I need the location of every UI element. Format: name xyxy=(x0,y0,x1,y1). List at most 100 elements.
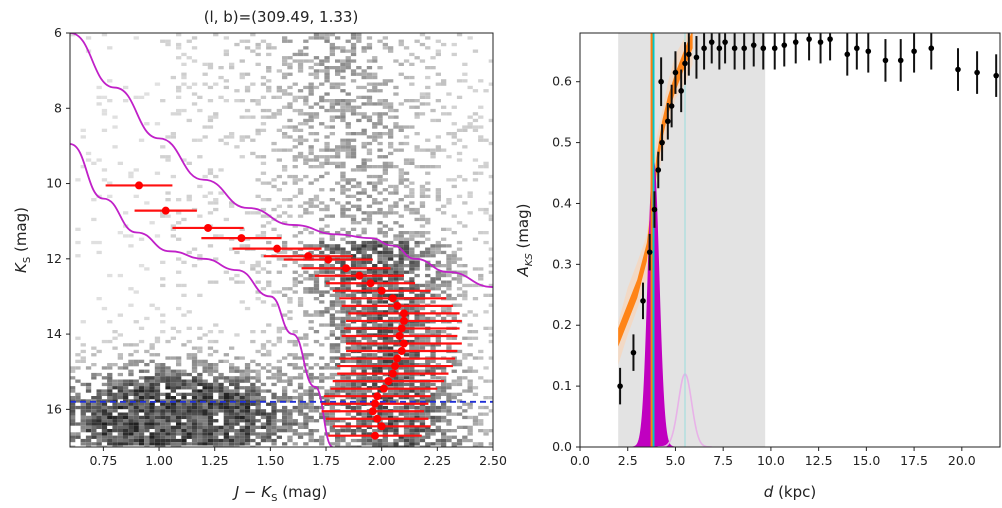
density-cell xyxy=(266,323,272,327)
density-cell xyxy=(435,194,441,198)
density-cell xyxy=(398,267,404,271)
density-cell xyxy=(409,306,415,311)
density-cell xyxy=(207,432,214,436)
density-cell xyxy=(165,356,171,360)
density-cell xyxy=(313,75,320,80)
density-cell xyxy=(85,435,92,439)
density-cell xyxy=(101,409,108,413)
density-cell xyxy=(361,435,367,439)
density-cell xyxy=(207,412,214,416)
density-cell xyxy=(377,181,383,185)
density-cell xyxy=(144,369,150,373)
density-cell xyxy=(239,438,245,443)
density-cell xyxy=(282,105,288,109)
density-cell xyxy=(377,99,383,103)
density-cell xyxy=(191,412,198,416)
density-cell xyxy=(398,171,404,175)
density-cell xyxy=(165,214,171,218)
density-cell xyxy=(176,33,182,37)
density-cell xyxy=(430,118,436,123)
density-cell xyxy=(107,273,113,278)
density-cell xyxy=(244,386,251,390)
density-cell xyxy=(239,138,245,142)
density-cell xyxy=(75,422,81,426)
density-cell xyxy=(372,188,378,192)
density-cell xyxy=(218,191,224,195)
density-cell xyxy=(218,396,224,400)
density-cell xyxy=(133,419,139,423)
density-cell xyxy=(356,95,362,99)
density-cell xyxy=(176,306,182,311)
density-cell xyxy=(403,396,410,400)
density-cell xyxy=(133,290,139,294)
density-cell xyxy=(313,85,320,90)
density-cell xyxy=(107,419,113,423)
density-cell xyxy=(472,330,479,334)
density-cell xyxy=(398,128,404,132)
x-tick-label: 1.00 xyxy=(145,453,173,468)
cmd-ylabel-unit: (mag) xyxy=(12,207,30,257)
density-cell xyxy=(80,349,86,354)
density-cell xyxy=(382,438,388,443)
density-cell xyxy=(223,85,229,90)
density-cell xyxy=(483,211,489,215)
density-cell xyxy=(403,353,410,357)
density-cell xyxy=(297,412,304,416)
density-cell xyxy=(340,435,346,439)
density-cell xyxy=(186,405,192,410)
density-cell xyxy=(250,432,256,436)
density-cell xyxy=(356,260,362,264)
density-cell xyxy=(329,161,335,165)
density-cell xyxy=(361,211,367,215)
density-cell xyxy=(398,42,404,47)
density-cell xyxy=(462,376,468,380)
density-cell xyxy=(356,438,362,443)
density-cell xyxy=(260,415,267,420)
density-cell xyxy=(366,336,373,340)
density-cell xyxy=(308,105,314,109)
density-cell xyxy=(409,343,415,347)
density-cell xyxy=(266,402,272,406)
density-cell xyxy=(324,306,330,311)
density-cell xyxy=(393,115,399,119)
density-cell xyxy=(451,257,457,261)
density-cell xyxy=(191,402,198,406)
density-cell xyxy=(170,372,176,377)
density-cell xyxy=(276,250,282,255)
density-cell xyxy=(393,270,399,274)
density-cell xyxy=(393,382,399,387)
density-cell xyxy=(319,293,325,297)
density-cell xyxy=(165,191,171,195)
density-cell xyxy=(303,392,309,396)
density-cell xyxy=(414,99,420,103)
star-density-background xyxy=(70,33,493,447)
density-cell xyxy=(425,102,431,106)
density-cell xyxy=(80,405,86,410)
density-cell xyxy=(292,356,298,360)
density-cell xyxy=(80,415,86,420)
density-cell xyxy=(430,442,436,446)
density-cell xyxy=(218,330,224,334)
density-cell xyxy=(96,240,102,245)
density-cell xyxy=(128,353,134,357)
density-cell xyxy=(117,379,123,383)
density-cell xyxy=(244,396,251,400)
red-point-marker xyxy=(273,244,282,253)
density-cell xyxy=(340,66,346,70)
density-cell xyxy=(366,42,373,47)
density-cell xyxy=(144,122,150,126)
y-tick-label: 0.0 xyxy=(552,439,572,454)
density-cell xyxy=(191,369,198,373)
density-cell xyxy=(377,174,383,179)
density-cell xyxy=(324,108,330,113)
density-cell xyxy=(361,69,367,73)
density-cell xyxy=(335,316,341,321)
density-cell xyxy=(181,158,187,162)
density-cell xyxy=(266,115,272,119)
density-cell xyxy=(234,399,240,403)
density-cell xyxy=(366,165,373,169)
density-cell xyxy=(202,379,208,383)
density-cell xyxy=(350,138,357,142)
density-cell xyxy=(324,283,330,288)
density-cell xyxy=(435,260,441,264)
